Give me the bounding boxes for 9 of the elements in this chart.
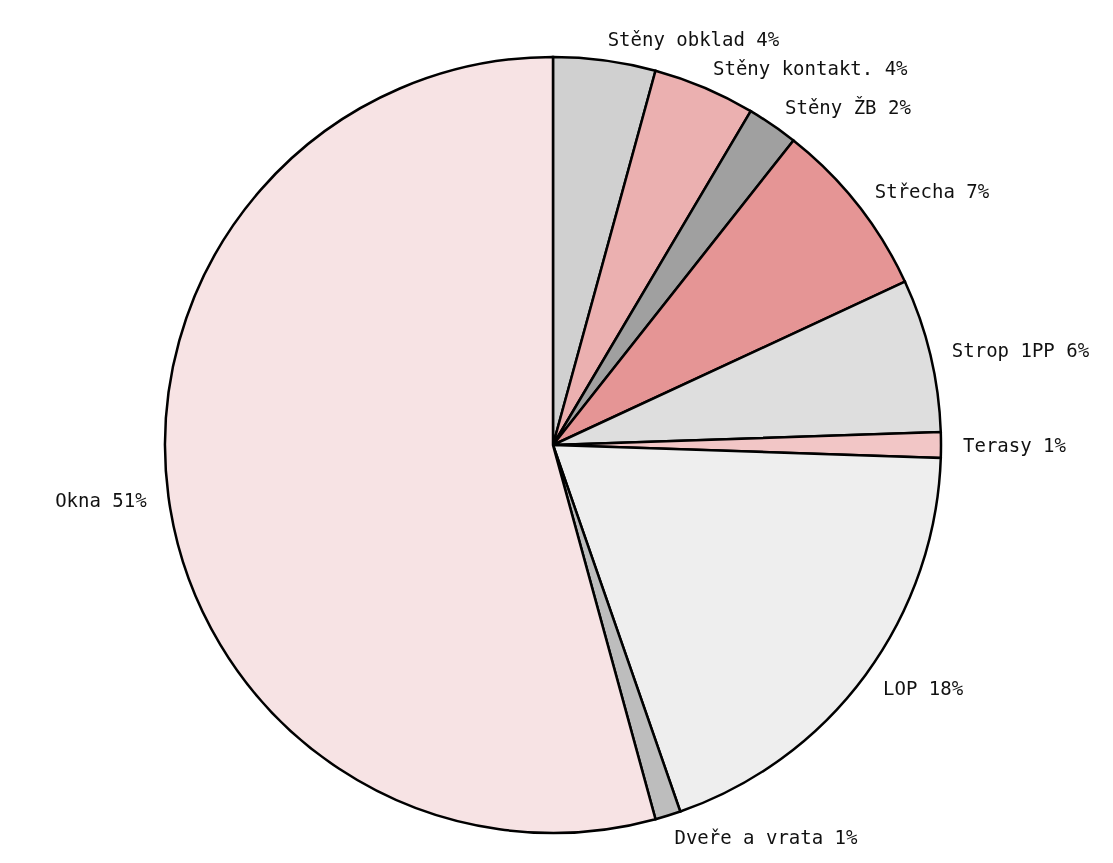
- slice-label: Terasy 1%: [963, 434, 1067, 456]
- slice-label: Střecha 7%: [874, 179, 990, 202]
- slice-label: Okna 51%: [55, 488, 148, 511]
- slice-label: Stěny ŽB 2%: [785, 95, 912, 118]
- slice-label: LOP 18%: [883, 677, 964, 700]
- slice-label: Stěny obklad 4%: [607, 27, 780, 50]
- slice-label: Strop 1PP 6%: [951, 338, 1090, 361]
- slice-label: Dveře a vrata 1%: [674, 825, 859, 848]
- slice-label: Stěny kontakt. 4%: [713, 56, 909, 79]
